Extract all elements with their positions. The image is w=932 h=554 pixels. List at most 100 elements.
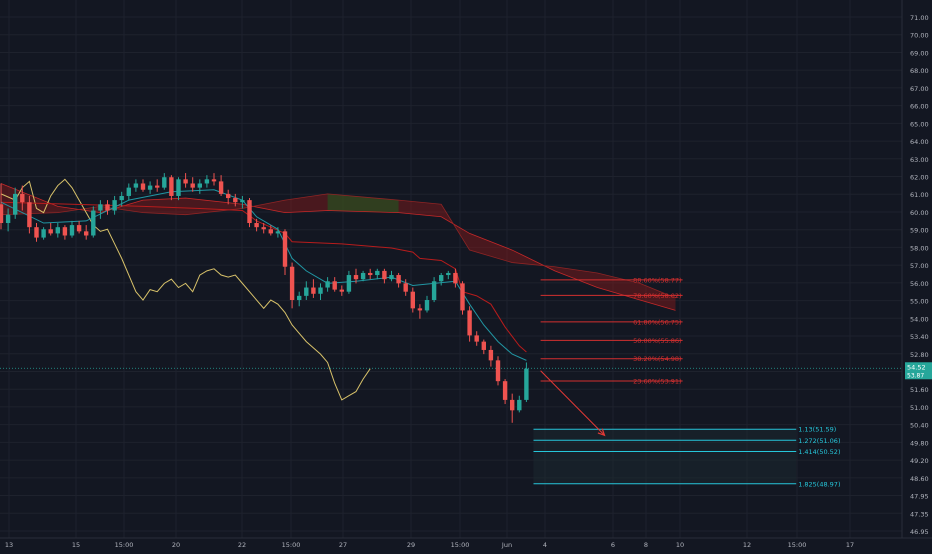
x-tick-label: 4 bbox=[543, 541, 547, 549]
time-axis[interactable]: 13 15 15:00 20 22 15:00 27 29 15:00 Jun 4 6 8 10 12 15:… bbox=[0, 537, 932, 549]
x-tick-label: 29 bbox=[407, 541, 415, 549]
fib-extension-label: 1.272(51.06) bbox=[798, 437, 840, 445]
candle-body bbox=[112, 200, 117, 211]
candle-body bbox=[13, 193, 18, 215]
candle-body bbox=[510, 399, 515, 411]
candle-body bbox=[289, 266, 295, 301]
fib-retracement-label: 78.60%(58.02) bbox=[633, 292, 681, 300]
candle-body bbox=[311, 287, 316, 294]
candle-body bbox=[304, 287, 309, 296]
candle-body bbox=[446, 272, 451, 276]
y-tick-label: 49.80 bbox=[910, 439, 929, 447]
candles bbox=[0, 173, 529, 423]
candle-body bbox=[218, 181, 224, 194]
y-tick-label: 58.00 bbox=[910, 244, 929, 252]
candle-body bbox=[460, 283, 465, 311]
candle-body bbox=[20, 193, 25, 203]
candle-body bbox=[133, 183, 139, 188]
y-tick-label: 51.60 bbox=[910, 386, 929, 394]
projection-arrow-line bbox=[540, 370, 605, 436]
y-tick-label: 47.95 bbox=[910, 493, 929, 501]
candle-body bbox=[282, 231, 288, 267]
y-tick-label: 67.00 bbox=[910, 85, 929, 93]
y-tick-label: 60.00 bbox=[910, 209, 929, 217]
x-tick-label: 15:00 bbox=[788, 541, 807, 549]
conversion-line bbox=[0, 189, 527, 361]
y-tick-label: 62.00 bbox=[910, 174, 929, 182]
y-tick-label: 66.00 bbox=[910, 103, 929, 111]
x-tick-label: Jun bbox=[501, 541, 512, 549]
indicator-lines bbox=[0, 178, 902, 401]
candle-body bbox=[353, 275, 359, 280]
y-tick-label: 61.00 bbox=[910, 191, 929, 199]
price-axis[interactable]: 71.00 70.00 69.00 68.00 67.00 66.00 65.00 64.00… bbox=[901, 0, 929, 538]
candle-body bbox=[226, 193, 231, 199]
x-tick-label: 15 bbox=[72, 541, 80, 549]
candle-body bbox=[0, 204, 4, 224]
x-tick-label: 15:00 bbox=[282, 541, 301, 549]
y-tick-label: 65.00 bbox=[910, 120, 929, 128]
candle-body bbox=[417, 308, 423, 311]
candle-body bbox=[140, 183, 146, 190]
x-tick-label: 8 bbox=[644, 541, 648, 549]
y-tick-label: 51.00 bbox=[910, 404, 929, 412]
candle-body bbox=[332, 281, 337, 290]
x-tick-label: 15:00 bbox=[115, 541, 134, 549]
candle-body bbox=[488, 349, 494, 361]
candle-body bbox=[211, 179, 217, 182]
x-tick-label: 13 bbox=[5, 541, 13, 549]
fib-retracement-label: 61.80%(56.75) bbox=[633, 318, 681, 326]
candle-body bbox=[62, 227, 68, 236]
candle-body bbox=[162, 177, 167, 188]
fib-extension-label: 1.13(51.59) bbox=[798, 426, 836, 434]
x-tick-label: 10 bbox=[676, 541, 684, 549]
candle-body bbox=[382, 270, 387, 280]
candle-body bbox=[147, 185, 153, 190]
candle-body bbox=[474, 335, 479, 342]
fibonacci-tools[interactable]: 88.60%(58.77) 78.60%(58.02) 61.80%(56.75) 5… bbox=[533, 276, 841, 488]
candle-body bbox=[183, 179, 188, 184]
fib-extension-label: 1.414(50.52) bbox=[798, 448, 840, 456]
projection-arrow[interactable] bbox=[540, 370, 606, 437]
y-tick-label: 63.00 bbox=[910, 156, 929, 164]
y-tick-label: 57.00 bbox=[910, 262, 929, 270]
y-tick-label: 54.00 bbox=[910, 315, 929, 323]
current-price-value: 54.52 bbox=[907, 363, 926, 371]
candle-body bbox=[5, 214, 11, 224]
candle-body bbox=[318, 287, 323, 294]
y-tick-label: 71.00 bbox=[910, 14, 929, 22]
current-price-tag bbox=[905, 362, 932, 380]
grid bbox=[0, 0, 902, 538]
x-tick-label: 22 bbox=[238, 541, 246, 549]
candle-body bbox=[126, 187, 131, 196]
y-tick-label: 68.00 bbox=[910, 67, 929, 75]
candle-body bbox=[439, 275, 444, 282]
candle-body bbox=[233, 198, 238, 203]
candle-body bbox=[495, 360, 501, 382]
candle-body bbox=[98, 204, 103, 211]
candle-body bbox=[268, 229, 273, 234]
candle-body bbox=[424, 300, 430, 311]
candle-body bbox=[76, 225, 82, 232]
candle-body bbox=[48, 229, 53, 234]
current-price-sub-value: 53.87 bbox=[907, 372, 924, 379]
candle-body bbox=[453, 272, 458, 284]
lagging-span-line bbox=[0, 178, 371, 401]
candle-body bbox=[247, 200, 252, 224]
candle-body bbox=[360, 272, 366, 280]
y-tick-label: 47.35 bbox=[910, 510, 929, 518]
candle-body bbox=[197, 183, 202, 188]
candle-body bbox=[34, 227, 39, 238]
y-tick-label: 53.40 bbox=[910, 333, 929, 341]
candle-body bbox=[204, 179, 210, 184]
fib-retracement-label: 23.60%(53.91) bbox=[633, 377, 681, 385]
fib-retracement-label: 38.20%(54.98) bbox=[633, 355, 681, 363]
current-price-label: 54.52 53.87 bbox=[905, 362, 932, 380]
candle-body bbox=[403, 283, 408, 292]
y-tick-label: 48.60 bbox=[910, 475, 929, 483]
y-tick-label: 70.00 bbox=[910, 32, 929, 40]
y-tick-label: 56.00 bbox=[910, 280, 929, 288]
y-tick-label: 55.00 bbox=[910, 298, 929, 306]
